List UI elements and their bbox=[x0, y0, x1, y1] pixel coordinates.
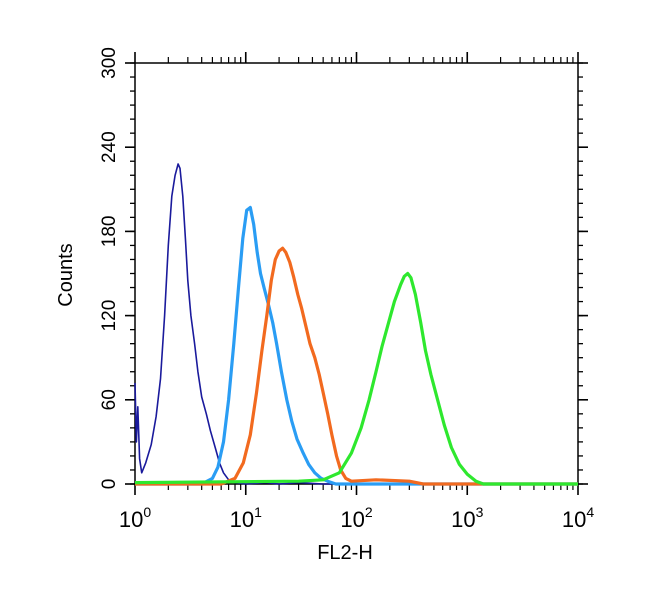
series-layer bbox=[134, 163, 578, 486]
plot-frame bbox=[134, 62, 579, 485]
y-axis-label: Counts bbox=[55, 243, 77, 306]
y-tick-label: 0 bbox=[99, 479, 120, 490]
x-tick-label: 101 bbox=[230, 504, 262, 532]
x-tick-label: 102 bbox=[340, 504, 372, 532]
x-minor-ticks bbox=[167, 57, 574, 490]
y-tick-label: 60 bbox=[99, 389, 120, 410]
x-axis-ticks: 100 101 102 103 104 bbox=[119, 52, 594, 532]
y-tick-label: 240 bbox=[99, 131, 120, 163]
series-line-4 bbox=[134, 271, 578, 486]
y-axis-ticks: 0 60 120 180 240 300 bbox=[99, 47, 588, 489]
x-tick-label: 103 bbox=[451, 504, 483, 532]
y-tick-label: 300 bbox=[99, 47, 120, 79]
x-tick-label: 100 bbox=[119, 504, 151, 532]
y-tick-label: 180 bbox=[99, 216, 120, 248]
series-line-2 bbox=[135, 205, 578, 486]
y-minor-ticks bbox=[130, 62, 583, 485]
y-tick-label: 120 bbox=[99, 300, 120, 332]
series-line-3 bbox=[135, 246, 578, 486]
plot-border bbox=[134, 62, 579, 485]
x-tick-label: 104 bbox=[562, 504, 594, 532]
x-axis-label: FL2-H bbox=[317, 542, 373, 564]
